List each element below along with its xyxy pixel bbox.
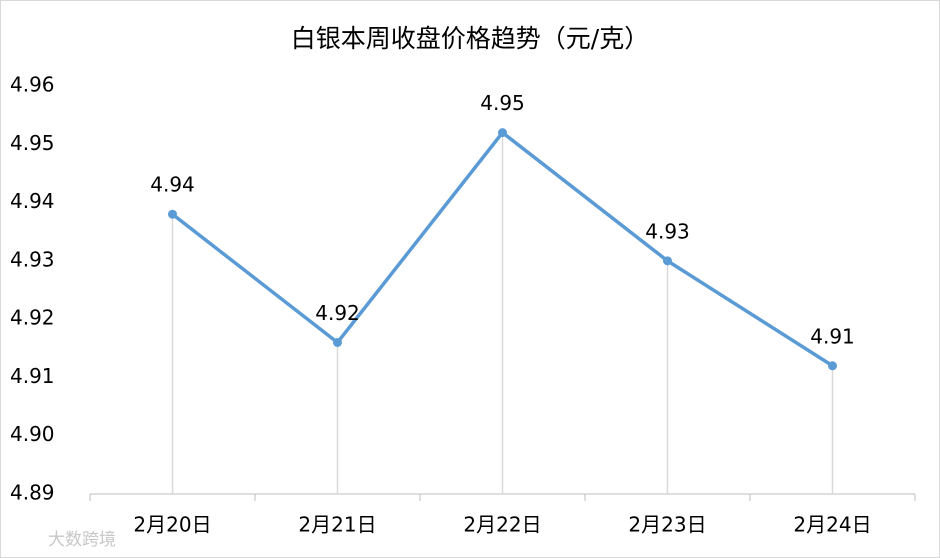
data-label: 4.95 xyxy=(480,91,525,115)
x-tick-label: 2月21日 xyxy=(298,513,376,537)
y-tick-label: 4.89 xyxy=(10,481,55,505)
chart-title: 白银本周收盘价格趋势（元/克） xyxy=(291,24,649,53)
data-label: 4.93 xyxy=(645,219,690,243)
data-label: 4.92 xyxy=(315,301,360,325)
data-label: 4.91 xyxy=(810,324,855,348)
x-tick-label: 2月22日 xyxy=(463,513,541,537)
marker xyxy=(168,209,177,219)
y-tick-label: 4.90 xyxy=(10,422,55,446)
y-tick-label: 4.91 xyxy=(10,364,55,388)
marker xyxy=(333,337,342,347)
y-tick-label: 4.92 xyxy=(10,306,55,330)
watermark: 大数跨境 xyxy=(48,530,116,550)
marker xyxy=(663,256,672,266)
y-tick-label: 4.95 xyxy=(10,131,55,155)
y-tick-label: 4.94 xyxy=(10,189,55,213)
marker xyxy=(828,361,837,371)
data-label: 4.94 xyxy=(150,173,195,197)
y-tick-label: 4.96 xyxy=(10,73,55,97)
x-tick-label: 2月20日 xyxy=(133,513,211,537)
y-tick-label: 4.93 xyxy=(10,247,55,271)
x-tick-label: 2月24日 xyxy=(793,513,871,537)
marker xyxy=(498,128,507,138)
x-tick-label: 2月23日 xyxy=(628,513,706,537)
